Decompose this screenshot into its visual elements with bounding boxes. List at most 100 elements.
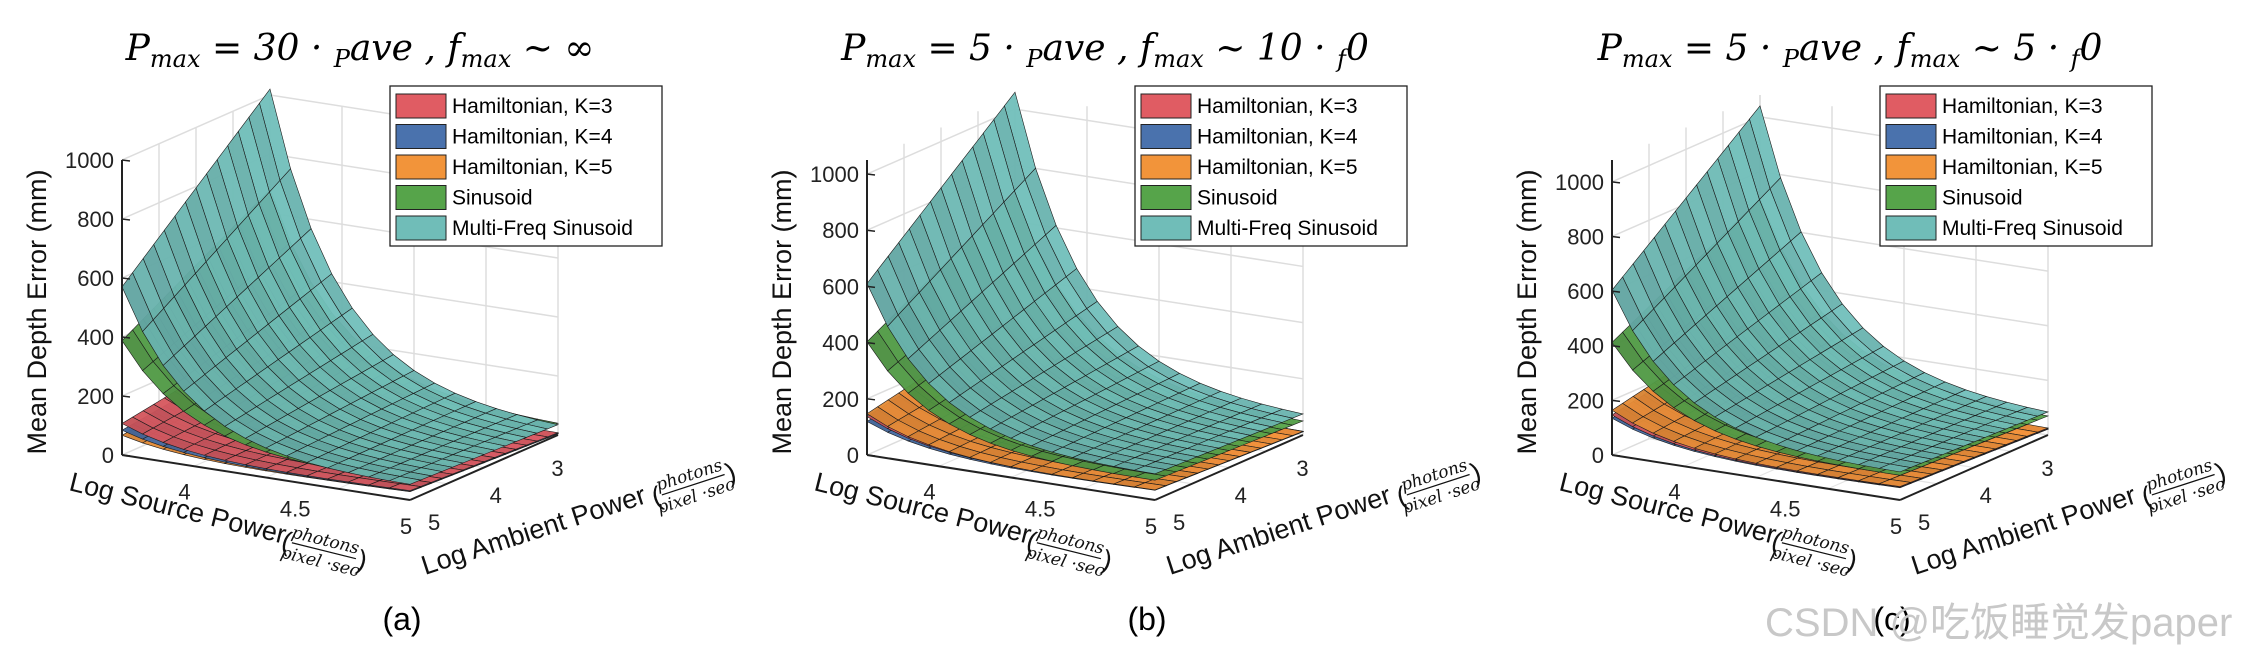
x-tick-label: 4.5 xyxy=(1025,497,1056,522)
surfaces xyxy=(1611,105,2050,489)
y-unit-bar xyxy=(2151,473,2215,496)
legend-label: Hamiltonian, K=4 xyxy=(452,126,613,149)
z-tick-mark xyxy=(866,229,876,232)
title-subscript: max xyxy=(1622,45,1673,73)
title-part: ave xyxy=(1042,28,1105,69)
title-subscript: P xyxy=(1025,45,1043,73)
chart-title: Pmax = 5 · Pave , fmax ~ 10 · f0 xyxy=(840,28,1369,73)
z-tick-label: 600 xyxy=(1567,279,1604,304)
title-part: P xyxy=(840,28,866,69)
title-subscript: max xyxy=(1153,45,1204,73)
z-tick-label: 0 xyxy=(1592,443,1604,468)
y-tick-label: 3 xyxy=(1296,456,1308,481)
title-part: ~ ∞ xyxy=(511,28,594,69)
legend-swatch xyxy=(1885,124,1937,149)
y-tick-label: 3 xyxy=(551,456,563,481)
legend-swatch xyxy=(395,154,447,180)
chart-title: Pmax = 5 · Pave , fmax ~ 5 · f0 xyxy=(1597,28,2103,73)
axes-lines: 0 200 400 600 800 1000 4 4.5 5 3 4 5 xyxy=(810,160,1309,539)
z-tick-mark xyxy=(121,218,131,221)
z-tick-mark xyxy=(866,341,876,345)
legend-swatch xyxy=(1140,215,1192,241)
title-subscript: max xyxy=(150,45,201,73)
y-axis-line xyxy=(409,434,559,501)
z-tick-label: 400 xyxy=(77,325,114,350)
legend: Hamiltonian, K=3 Hamiltonian, K=4 Hamilton… xyxy=(1134,85,1408,247)
z-tick-mark xyxy=(866,398,876,401)
surface-patch xyxy=(1133,482,1167,491)
title-part: = 5 · xyxy=(916,28,1026,69)
title-part: 0 xyxy=(2079,28,2102,69)
chart-panel-0: 0 200 400 600 800 1000 4 4.5 5 3 4 5 Mean Depth Erro… xyxy=(22,28,740,637)
y-unit-bar xyxy=(661,473,725,496)
z-tick-mark xyxy=(1611,454,1621,457)
title-part: ~ 5 · xyxy=(1960,28,2070,69)
x-tick-label: 5 xyxy=(400,514,412,539)
z-tick-label: 800 xyxy=(1567,224,1604,249)
title-part: P xyxy=(1597,28,1623,69)
z-tick-mark xyxy=(1611,399,1621,403)
y-axis-label: Log Ambient Power xyxy=(1908,480,2140,581)
legend-label: Sinusoid xyxy=(1942,187,2023,210)
panel-label: (c) xyxy=(1873,601,1910,637)
x-axis-line xyxy=(866,454,1156,501)
z-tick-label: 400 xyxy=(1567,334,1604,359)
surface-patch xyxy=(1133,465,1167,475)
y-axis-line xyxy=(1154,434,1304,501)
legend-label: Sinusoid xyxy=(1197,187,1278,210)
z-tick-mark xyxy=(121,277,131,280)
surface-patch xyxy=(1878,479,1912,487)
title-part: ave xyxy=(1799,28,1862,69)
z-tick-label: 800 xyxy=(77,207,114,232)
x-axis-line xyxy=(1611,454,1901,501)
title-part: 0 xyxy=(1346,28,1369,69)
title-subscript: max xyxy=(1910,45,1961,73)
panel-label: (b) xyxy=(1127,601,1166,637)
surface-patch xyxy=(388,476,422,485)
y-tick-label: 3 xyxy=(2041,456,2053,481)
z-axis-label: Mean Depth Error (mm) xyxy=(22,169,52,454)
z-axis-label: Mean Depth Error (mm) xyxy=(1512,169,1542,454)
x-unit-bar xyxy=(1781,542,1847,560)
z-axis-label: Mean Depth Error (mm) xyxy=(767,169,797,454)
y-tick-label: 4 xyxy=(1980,483,1992,508)
z-tick-label: 800 xyxy=(822,218,859,243)
y-axis-line xyxy=(1899,434,2049,501)
x-tick-label: 4.5 xyxy=(1770,497,1801,522)
title-subscript: max xyxy=(865,45,916,73)
x-tick-label: 4 xyxy=(1668,479,1680,504)
chart-panel-2: 0 200 400 600 800 1000 4 4.5 5 3 4 5 Mean Depth Erro… xyxy=(1512,28,2230,637)
surface-patch xyxy=(388,483,422,492)
z-tick-mark xyxy=(866,285,876,289)
z-tick-label: 1000 xyxy=(810,162,859,187)
axes-lines: 0 200 400 600 800 1000 4 4.5 5 3 4 5 xyxy=(1555,160,2054,539)
title-subscript: P xyxy=(1782,45,1800,73)
x-tick-label: 5 xyxy=(1145,514,1157,539)
legend-label: Hamiltonian, K=3 xyxy=(452,95,613,118)
y-tick-label: 5 xyxy=(1918,510,1930,535)
legend: Hamiltonian, K=3 Hamiltonian, K=4 Hamilton… xyxy=(1879,85,2153,247)
z-tick-mark xyxy=(866,454,876,457)
surface-multi-freq-sinusoid xyxy=(1611,105,2050,473)
title-part: , xyxy=(1862,28,1896,69)
title-subscript: P xyxy=(333,45,351,73)
z-tick-label: 600 xyxy=(822,274,859,299)
legend-swatch xyxy=(1885,185,1937,210)
y-tick-label: 5 xyxy=(1173,510,1185,535)
legend-swatch xyxy=(1885,215,1937,241)
y-axis-label: Log Ambient Power xyxy=(1163,480,1395,581)
z-tick-mark xyxy=(1611,290,1621,293)
x-tick-label: 4.5 xyxy=(280,497,311,522)
z-tick-mark xyxy=(866,173,876,176)
y-tick-label: 5 xyxy=(428,510,440,535)
title-part: , xyxy=(1106,28,1140,69)
legend-label: Multi-Freq Sinusoid xyxy=(1942,217,2123,240)
y-unit-bar xyxy=(1406,473,1470,496)
surfaces xyxy=(866,91,1305,491)
legend-label: Sinusoid xyxy=(452,187,533,210)
y-tick-label: 4 xyxy=(490,483,502,508)
legend: Hamiltonian, K=3 Hamiltonian, K=4 Hamilton… xyxy=(389,85,663,247)
